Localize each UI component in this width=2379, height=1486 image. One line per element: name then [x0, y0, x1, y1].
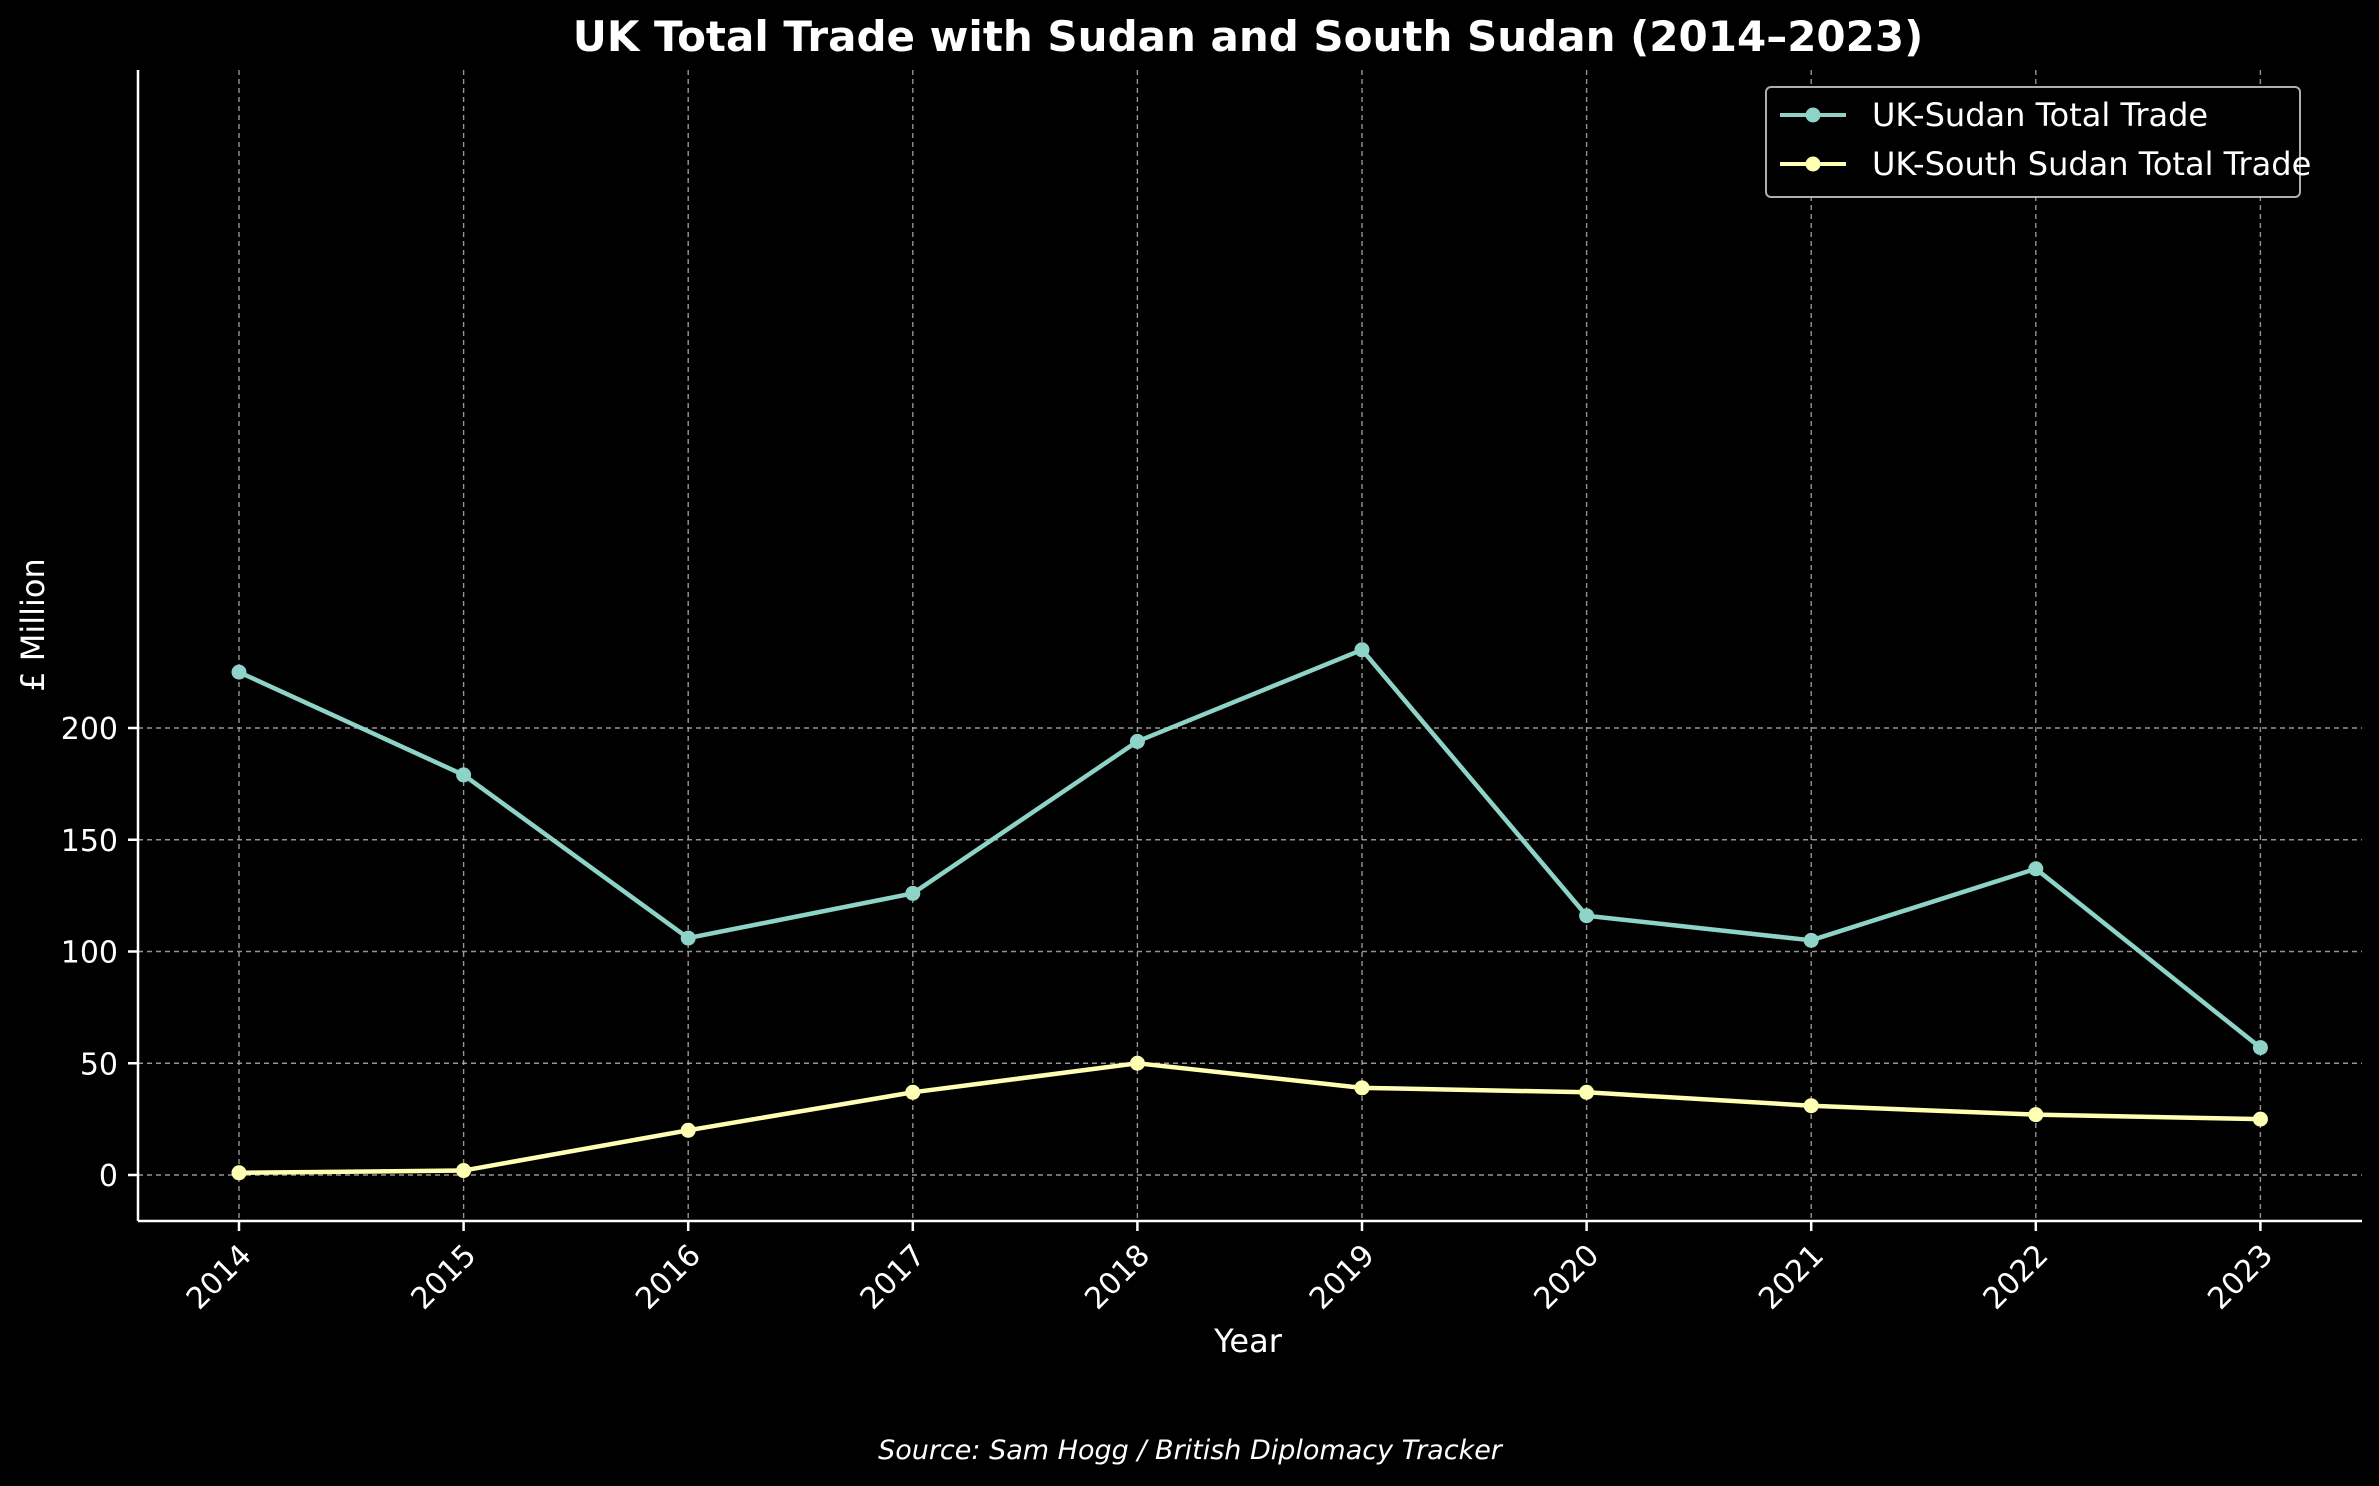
y-tick-label: 50 — [80, 1047, 118, 1082]
data-point-uk-sudan — [456, 767, 472, 783]
chart-title: UK Total Trade with Sudan and South Suda… — [573, 12, 1924, 61]
y-tick-label: 150 — [61, 824, 118, 859]
data-point-uk-south-sudan — [2252, 1111, 2268, 1127]
data-point-uk-south-sudan — [1129, 1055, 1145, 1071]
data-point-uk-south-sudan — [1354, 1080, 1370, 1096]
data-point-uk-south-sudan — [905, 1084, 921, 1100]
data-point-uk-sudan — [905, 885, 921, 901]
source-note: Source: Sam Hogg / British Diplomacy Tra… — [878, 1435, 1504, 1466]
legend-box — [1765, 86, 2301, 198]
data-point-uk-south-sudan — [2028, 1107, 2044, 1123]
data-point-uk-south-sudan — [231, 1165, 247, 1181]
data-point-uk-south-sudan — [1579, 1084, 1595, 1100]
data-point-uk-sudan — [1803, 932, 1819, 948]
legend-label-uk-south-sudan: UK-South Sudan Total Trade — [1872, 145, 2311, 183]
data-point-uk-south-sudan — [1803, 1098, 1819, 1114]
y-tick-label: 100 — [61, 936, 118, 971]
legend-label-uk-sudan: UK-Sudan Total Trade — [1872, 96, 2208, 134]
series-line-uk-south-sudan — [236, 1061, 2263, 1176]
y-tick-label: 0 — [99, 1159, 118, 1194]
data-point-uk-south-sudan — [456, 1163, 472, 1179]
legend-marker-uk-south-sudan — [1805, 156, 1821, 172]
data-point-uk-sudan — [231, 664, 247, 680]
data-point-uk-sudan — [1354, 642, 1370, 658]
legend-marker-uk-sudan — [1805, 107, 1821, 123]
series-line-uk-sudan — [236, 647, 2263, 1050]
data-point-uk-sudan — [680, 930, 696, 946]
series-layer — [231, 642, 2268, 1181]
data-point-uk-sudan — [1129, 733, 1145, 749]
data-point-uk-sudan — [1579, 908, 1595, 924]
x-axis-label: Year — [1213, 1322, 1283, 1360]
legend: UK-Sudan Total Trade UK-South Sudan Tota… — [1765, 86, 2311, 198]
y-axis-label: £ Million — [14, 558, 52, 692]
axes — [136, 70, 2362, 1223]
grid — [138, 70, 2362, 1221]
data-point-uk-sudan — [2252, 1040, 2268, 1056]
data-point-uk-south-sudan — [680, 1122, 696, 1138]
y-tick-label: 200 — [61, 712, 118, 747]
data-point-uk-sudan — [2028, 861, 2044, 877]
